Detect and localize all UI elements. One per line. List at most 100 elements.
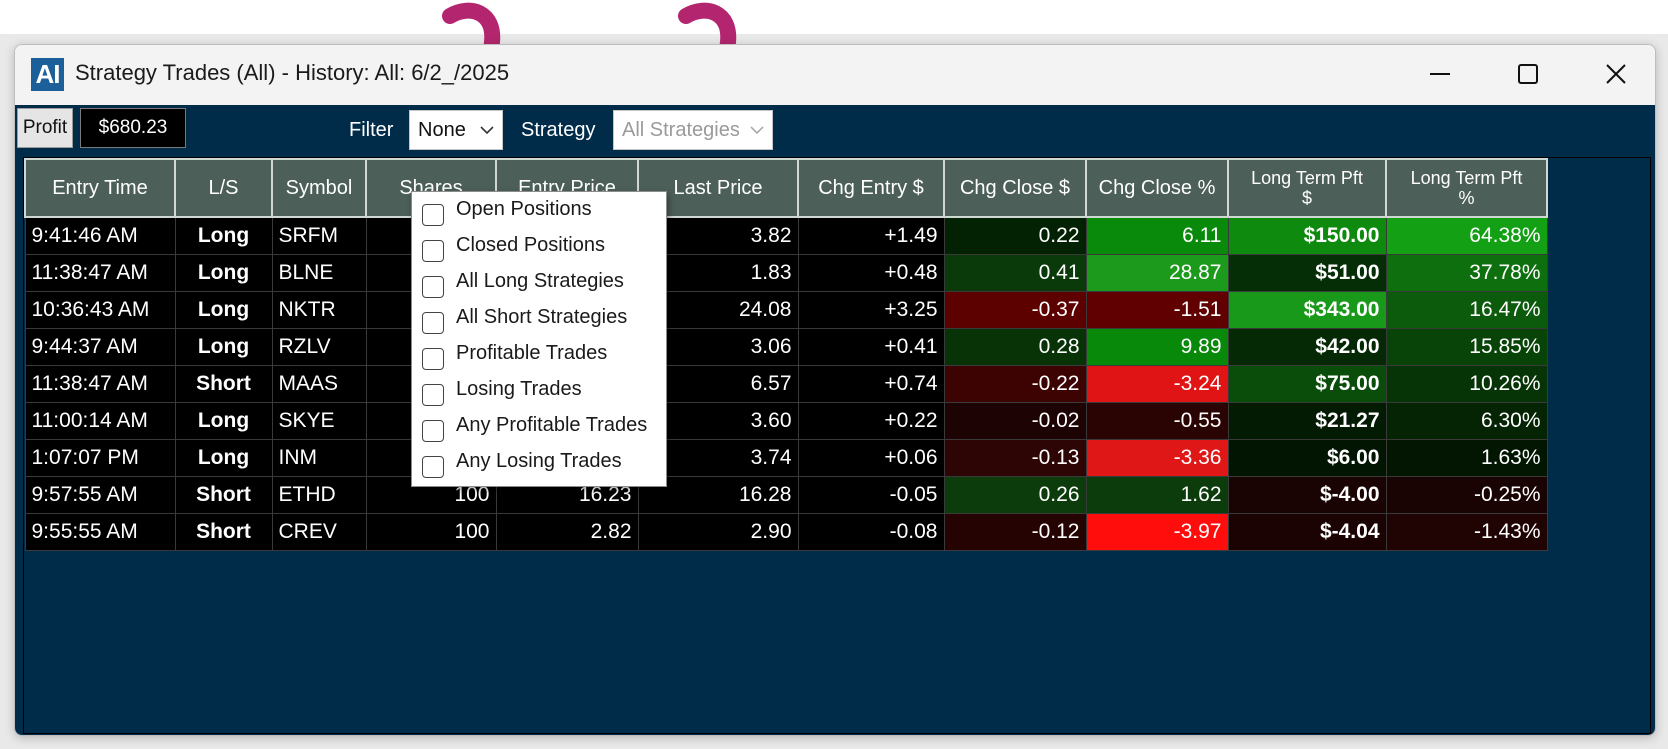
entry-time-cell: 9:41:46 AM: [24, 216, 176, 255]
long-term-pct-cell: 37.78%: [1385, 254, 1548, 292]
long-term-pct-cell: 64.38%: [1385, 216, 1548, 255]
chg-entry-cell: +0.06: [797, 439, 945, 477]
profit-label: Profit: [17, 108, 73, 148]
long-term-pft-cell: $21.27: [1227, 402, 1387, 440]
checkbox[interactable]: [422, 240, 444, 262]
entry-time-cell: 11:38:47 AM: [24, 365, 176, 403]
long-term-pft-cell: $42.00: [1227, 328, 1387, 366]
long-term-pft-cell: $51.00: [1227, 254, 1387, 292]
desktop-top-band: [0, 0, 1668, 34]
col-header-symbol[interactable]: Symbol: [271, 158, 367, 218]
filter-option-label: Open Positions: [456, 198, 592, 220]
checkbox[interactable]: [422, 204, 444, 226]
checkbox[interactable]: [422, 456, 444, 478]
col-header-chg-close-pct[interactable]: Chg Close %: [1085, 158, 1229, 218]
filter-option[interactable]: Any Losing Trades: [422, 446, 662, 480]
ls-cell: Short: [174, 365, 273, 403]
last-price-cell: 2.90: [637, 513, 799, 551]
chg-close-cell: 0.26: [943, 476, 1087, 514]
filter-option[interactable]: Open Positions: [422, 194, 662, 228]
strategy-dropdown[interactable]: All Strategies: [613, 110, 773, 150]
filter-option[interactable]: All Long Strategies: [422, 266, 662, 300]
chg-close-pct-cell: 1.62: [1085, 476, 1229, 514]
filter-option-label: Any Profitable Trades: [456, 414, 648, 436]
long-term-pft-cell: $-4.04: [1227, 513, 1387, 551]
table-row[interactable]: 11:38:47 AM Short MAAS 6.57 +0.74 -0.22 -3.24 $…: [24, 365, 1548, 403]
table-row[interactable]: 1:07:07 PMLongINM1003.683.74+0.06-0.13-3…: [24, 439, 1548, 477]
col-header-entry-time[interactable]: Entry Time: [24, 158, 176, 218]
filter-option[interactable]: Profitable Trades: [422, 338, 662, 372]
symbol-cell: SRFM: [271, 216, 367, 255]
minimize-icon: [1430, 73, 1450, 75]
window-title: Strategy Trades (All) - History: All: 6/…: [75, 60, 510, 85]
filter-option[interactable]: All Short Strategies: [422, 302, 662, 336]
ls-cell: Short: [174, 476, 273, 514]
long-term-pft-cell: $-4.00: [1227, 476, 1387, 514]
filter-option-label: Any Losing Trades: [456, 450, 622, 472]
chg-entry-cell: +3.25: [797, 291, 945, 329]
chevron-down-icon: [480, 126, 494, 135]
chg-close-cell: -0.37: [943, 291, 1087, 329]
filter-option[interactable]: Any Profitable Trades: [422, 410, 662, 444]
checkbox[interactable]: [422, 312, 444, 334]
long-term-pct-cell: 15.85%: [1385, 328, 1548, 366]
col-header-long-term-pct[interactable]: Long Term Pft%: [1385, 158, 1548, 218]
table-row[interactable]: 11:00:14 AM Long SKYE 3.60 +0.22 -0.02 -0.55 $2…: [24, 402, 1548, 440]
strategy-trades-window: AI Strategy Trades (All) - History: All:…: [14, 44, 1656, 736]
filter-option[interactable]: Closed Positions: [422, 230, 662, 264]
close-button[interactable]: [1587, 53, 1643, 93]
app-logo-icon: AI: [31, 58, 64, 91]
entry-time-cell: 11:38:47 AM: [24, 254, 176, 292]
entry-time-cell: 9:44:37 AM: [24, 328, 176, 366]
table-row[interactable]: 9:41:46 AM Long SRFM 3.82 +1.49 0.22 6.11 $150.…: [24, 216, 1548, 255]
trades-grid[interactable]: Entry Time L/S Symbol Shares Entry Price…: [23, 157, 1651, 734]
entry-price-cell: 2.82: [495, 513, 639, 551]
chg-entry-cell: -0.05: [797, 476, 945, 514]
table-row[interactable]: 11:38:47 AM Long BLNE 1.83 +0.48 0.41 28.87 $51…: [24, 254, 1548, 292]
table-row[interactable]: 9:57:55 AM Short ETHD 100 16.23 16.28 -0.05 0.2…: [24, 476, 1548, 514]
chg-close-cell: 0.22: [943, 216, 1087, 255]
filter-option[interactable]: Losing Trades: [422, 374, 662, 408]
col-header-line: Long Term Pft: [1251, 168, 1363, 188]
entry-time-cell: 9:55:55 AM: [24, 513, 176, 551]
chg-close-pct-cell: -3.24: [1085, 365, 1229, 403]
table-row[interactable]: 9:55:55 AM Short CREV 100 2.82 2.90 -0.08 -0.12…: [24, 513, 1548, 551]
table-row[interactable]: 10:36:43 AM Long NKTR 24.08 +3.25 -0.37 -1.51 $…: [24, 291, 1548, 329]
col-header-long-term-pft[interactable]: Long Term Pft $: [1227, 158, 1387, 218]
col-header-line: %: [1458, 188, 1475, 208]
symbol-cell: CREV: [271, 513, 367, 551]
symbol-cell: RZLV: [271, 328, 367, 366]
checkbox[interactable]: [422, 348, 444, 370]
col-header-ls[interactable]: L/S: [174, 158, 273, 218]
long-term-pct-cell: 10.26%: [1385, 365, 1548, 403]
long-term-pft-cell: $75.00: [1227, 365, 1387, 403]
chg-entry-cell: +0.41: [797, 328, 945, 366]
filter-option-label: All Long Strategies: [456, 270, 624, 292]
maximize-icon: [1518, 64, 1538, 84]
symbol-cell: ETHD: [271, 476, 367, 514]
chg-close-pct-cell: 9.89: [1085, 328, 1229, 366]
title-bar[interactable]: AI Strategy Trades (All) - History: All:…: [15, 45, 1655, 105]
chg-entry-cell: +0.74: [797, 365, 945, 403]
col-header-chg-close[interactable]: Chg Close $: [943, 158, 1087, 218]
chg-close-pct-cell: -3.36: [1085, 439, 1229, 477]
long-term-pct-cell: -0.25%: [1385, 476, 1548, 514]
table-row[interactable]: 9:44:37 AM Long RZLV 3.06 +0.41 0.28 9.89 $42.0…: [24, 328, 1548, 366]
col-header-line: $: [1301, 188, 1312, 208]
filter-option-label: Losing Trades: [456, 378, 582, 400]
chg-close-cell: -0.22: [943, 365, 1087, 403]
chg-close-cell: 0.28: [943, 328, 1087, 366]
checkbox[interactable]: [422, 420, 444, 442]
maximize-button[interactable]: [1499, 53, 1555, 93]
checkbox[interactable]: [422, 276, 444, 298]
minimize-button[interactable]: [1411, 53, 1467, 93]
col-header-chg-entry[interactable]: Chg Entry $: [797, 158, 945, 218]
filter-label: Filter: [349, 119, 394, 141]
ls-cell: Short: [174, 513, 273, 551]
checkbox[interactable]: [422, 384, 444, 406]
filter-dropdown[interactable]: None: [409, 110, 503, 150]
entry-time-cell: 11:00:14 AM: [24, 402, 176, 440]
table-body: 9:41:46 AM Long SRFM 3.82 +1.49 0.22 6.11 $150.…: [24, 216, 1548, 551]
long-term-pct-cell: 1.63%: [1385, 439, 1548, 477]
filter-selected-value: None: [418, 119, 466, 141]
